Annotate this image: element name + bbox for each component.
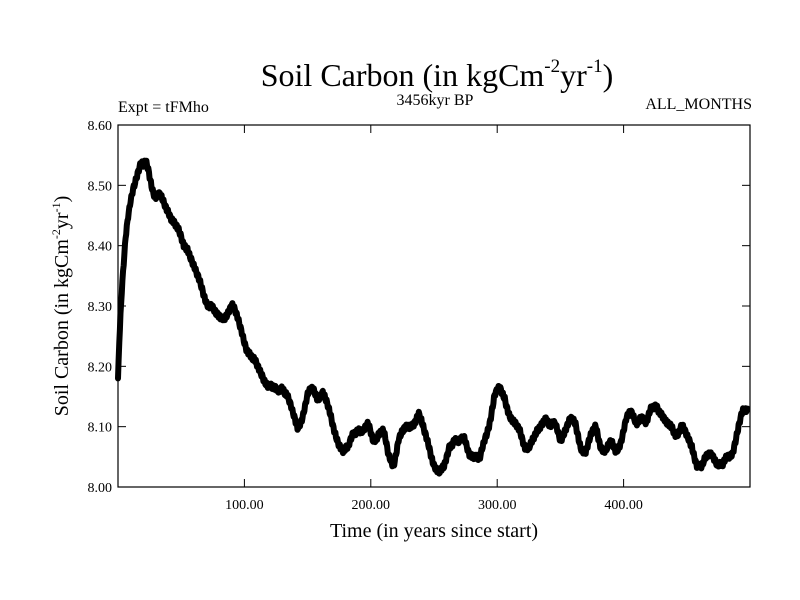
y-tick-label: 8.10 bbox=[88, 421, 113, 436]
y-axis-label-exp1: -2 bbox=[49, 229, 63, 239]
chart-title-main: Soil Carbon (in kgCm bbox=[261, 57, 545, 93]
x-tick-label: 400.00 bbox=[604, 498, 643, 513]
x-tick-label: 300.00 bbox=[478, 498, 517, 513]
y-tick-label: 8.40 bbox=[88, 240, 113, 255]
y-axis-label-main: Soil Carbon (in kgCm bbox=[51, 239, 73, 417]
chart-title-mid: yr bbox=[560, 57, 587, 93]
series-line-soil-carbon bbox=[115, 157, 751, 477]
chart-title: Soil Carbon (in kgCm-2yr-1) bbox=[261, 56, 614, 93]
x-tick-label: 200.00 bbox=[352, 498, 391, 513]
y-axis-label-mid: yr bbox=[51, 212, 73, 229]
experiment-label: Expt = tFMho bbox=[118, 99, 209, 116]
y-axis: 8.00 8.10 8.20 8.30 8.40 8.50 8.60 bbox=[88, 119, 750, 496]
y-tick-label: 8.20 bbox=[88, 360, 113, 375]
y-tick-label: 8.50 bbox=[88, 179, 113, 194]
chart-title-end: ) bbox=[603, 57, 614, 93]
months-label: ALL_MONTHS bbox=[645, 96, 752, 113]
y-axis-label-end: ) bbox=[51, 196, 73, 203]
y-tick-label: 8.60 bbox=[88, 119, 113, 134]
chart-title-exp1: -2 bbox=[544, 56, 560, 77]
x-axis: 100.00 200.00 300.00 400.00 bbox=[225, 125, 643, 513]
period-label: 3456kyr BP bbox=[397, 92, 474, 109]
y-axis-label-exp2: -1 bbox=[49, 202, 63, 212]
y-tick-label: 8.00 bbox=[88, 481, 113, 496]
y-tick-label: 8.30 bbox=[88, 300, 113, 315]
x-tick-label: 100.00 bbox=[225, 498, 264, 513]
chart-title-exp2: -1 bbox=[587, 56, 603, 77]
x-axis-label: Time (in years since start) bbox=[330, 520, 538, 542]
y-axis-label: Soil Carbon (in kgCm-2yr-1) bbox=[49, 196, 73, 417]
